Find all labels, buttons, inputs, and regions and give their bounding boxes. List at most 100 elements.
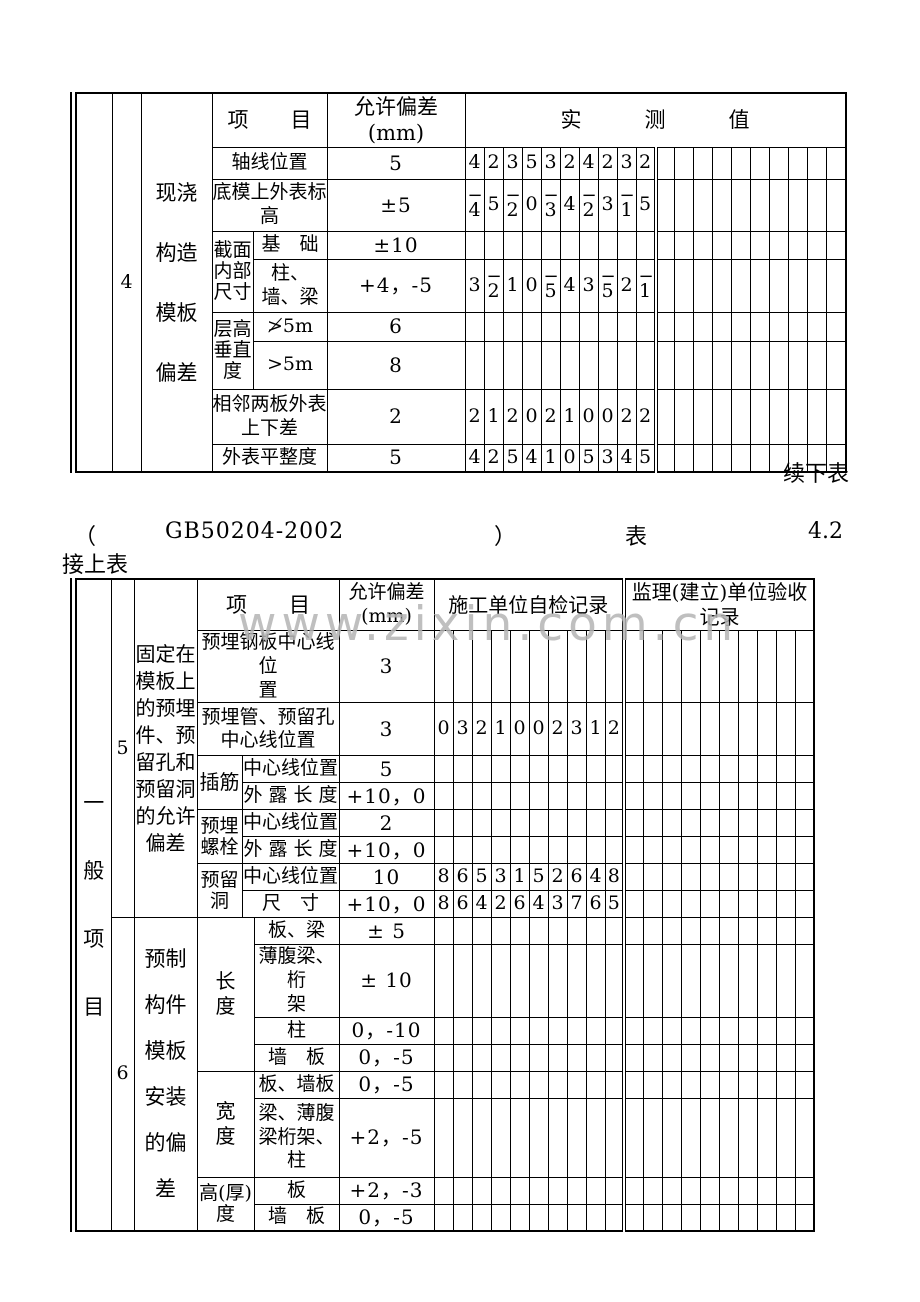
measured-cell (433, 944, 454, 1018)
measured-cell (642, 809, 663, 838)
measured-cell (750, 340, 771, 390)
measured-cell: 2 (483, 443, 504, 473)
measured-cell (566, 944, 587, 1018)
measured-cell (433, 1043, 454, 1072)
measured-cell (775, 1097, 796, 1178)
measured-cell (452, 944, 473, 1018)
measured-cell (693, 258, 714, 313)
measured-cell (635, 230, 657, 260)
measured-cell (547, 836, 568, 865)
measured-cell (585, 755, 606, 784)
measured-cell (452, 809, 473, 838)
measured-cell (775, 944, 796, 1018)
measured-cell: 4 (464, 146, 485, 180)
measured-cell (731, 146, 752, 180)
measured-cell (521, 311, 542, 342)
row-label: 预埋管、预留孔 中心线位置 (196, 702, 340, 757)
measured-cell (680, 944, 701, 1018)
measured-cell (452, 836, 473, 865)
measured-cell: 2 (635, 388, 657, 445)
measured-cell (775, 1016, 796, 1045)
measured-cell (661, 702, 682, 757)
measured-cell: 2 (635, 146, 657, 180)
measured-cell (559, 311, 580, 342)
sub-item-label: 板、梁 (253, 917, 340, 946)
measured-cell: 3 (547, 890, 568, 919)
group-label: 预留洞 (196, 863, 243, 919)
measured-cell (775, 836, 796, 865)
measured-cell (661, 1016, 682, 1045)
measured-cell (661, 917, 682, 946)
measured-cell (775, 755, 796, 784)
measured-cell (483, 230, 504, 260)
measured-cell (756, 1016, 777, 1045)
measured-cell: 1 (559, 388, 580, 445)
measured-cell (807, 388, 828, 445)
sub-item-label: >5m (252, 340, 328, 390)
measured-cell (680, 809, 701, 838)
measured-cell (528, 1016, 549, 1045)
measured-cell (622, 836, 644, 865)
measured-cell (604, 1203, 625, 1232)
measured-cell (528, 1203, 549, 1232)
measured-cell (680, 890, 701, 919)
measured-cell (750, 258, 771, 313)
measured-cell (826, 388, 847, 445)
measured-cell (471, 809, 492, 838)
measured-cell: 4 (528, 890, 549, 919)
measured-cell (653, 443, 676, 473)
measured-cell: 2 (540, 388, 561, 445)
allowed-deviation-value: 2 (338, 809, 435, 838)
measured-cell (604, 917, 625, 946)
measured-cell (622, 890, 644, 919)
measured-cell (756, 782, 777, 811)
measured-cell (712, 146, 733, 180)
measured-cell (528, 836, 549, 865)
measured-cell (750, 311, 771, 342)
measured-cell (718, 782, 739, 811)
measured-cell: −5 (597, 258, 618, 313)
measured-cell (585, 944, 606, 1018)
measured-cell (826, 230, 847, 260)
measured-cell (680, 782, 701, 811)
measured-cell (585, 836, 606, 865)
measured-cell: 1 (483, 388, 504, 445)
measured-cell: −1 (616, 178, 637, 232)
measured-cell (433, 1070, 454, 1099)
measured-cell (794, 629, 815, 704)
measured-cell (788, 311, 809, 342)
header-item: 项 目 (196, 578, 340, 631)
measured-cell (433, 917, 454, 946)
measured-cell (622, 755, 644, 784)
measured-cell (604, 1016, 625, 1045)
measured-cell (794, 782, 815, 811)
measured-cell (578, 340, 599, 390)
measured-cell (718, 1176, 739, 1205)
measured-cell (737, 863, 758, 892)
row-label: 底模上外表标高 (211, 178, 328, 232)
measured-cell (699, 1176, 720, 1205)
measured-cell: 0 (578, 388, 599, 445)
measured-cell (674, 178, 695, 232)
measured-cell (642, 629, 663, 704)
measured-cell (826, 311, 847, 342)
measured-cell (433, 1016, 454, 1045)
measured-cell: 3 (452, 702, 473, 757)
measured-cell (471, 1043, 492, 1072)
measured-cell: 8 (433, 890, 454, 919)
measured-cell (585, 629, 606, 704)
measured-cell (528, 917, 549, 946)
measured-cell (807, 258, 828, 313)
measured-cell (622, 1203, 644, 1232)
measured-cell (718, 836, 739, 865)
measured-cell (452, 1016, 473, 1045)
measured-cell (693, 146, 714, 180)
measured-cell (509, 1203, 530, 1232)
measured-cell (794, 1016, 815, 1045)
measured-cell (433, 755, 454, 784)
measured-cell: 6 (566, 863, 587, 892)
measured-cell (490, 1016, 511, 1045)
measured-cell (680, 1176, 701, 1205)
measured-cell: 3 (578, 258, 599, 313)
